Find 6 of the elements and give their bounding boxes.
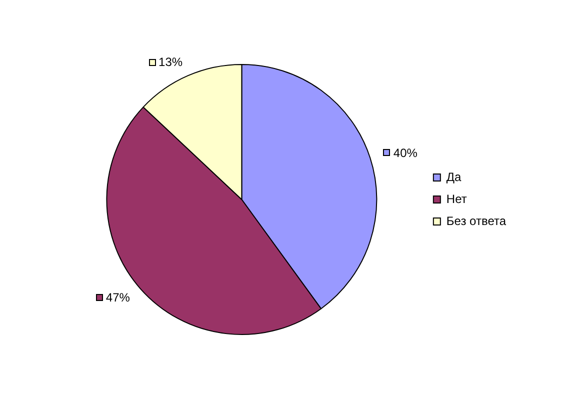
data-label: 13% (158, 55, 183, 70)
data-label: 40% (393, 146, 418, 160)
legend-label: Да (446, 170, 462, 184)
legend-label: Нет (446, 192, 468, 206)
legend-label: Без ответа (446, 214, 506, 228)
data-label: 47% (106, 290, 130, 304)
